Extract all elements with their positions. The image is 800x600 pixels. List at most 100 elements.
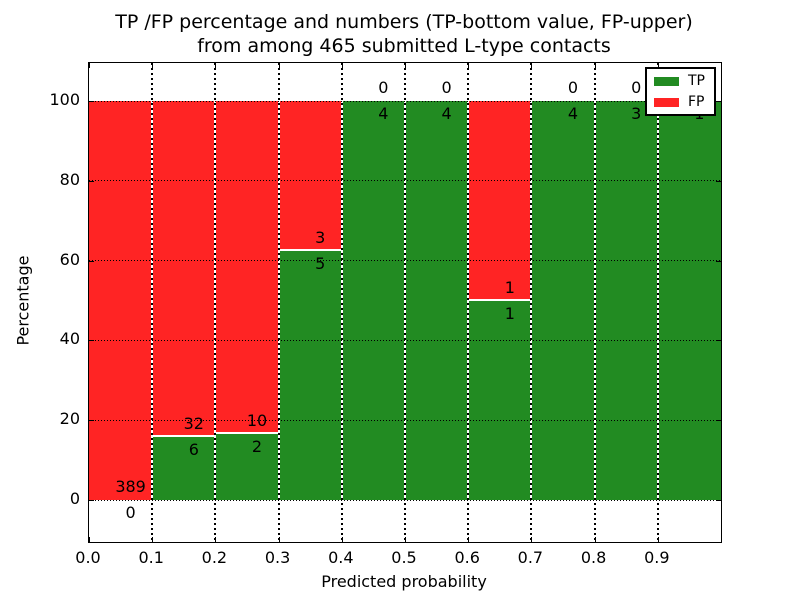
x-tick-label: 0.7 (517, 548, 544, 567)
x-tick-label: 0.4 (328, 548, 354, 567)
y-tick-mark (716, 180, 721, 182)
chart-title-line2: from among 465 submitted L-type contacts (197, 35, 611, 57)
tp-legend-swatch (654, 76, 679, 86)
tp-count-label: 5 (315, 253, 326, 273)
bar-stack-divider (152, 435, 216, 437)
bar-stack-divider (215, 431, 279, 434)
tp-bar-segment (278, 250, 342, 500)
x-tick-label: 0.1 (138, 548, 164, 567)
tp-bar-segment (531, 101, 595, 500)
x-tick-mark (657, 63, 659, 68)
legend-label: TP (688, 73, 705, 89)
x-tick-mark (152, 63, 154, 68)
x-tick-mark (594, 537, 596, 542)
y-tick-label: 60 (59, 249, 80, 269)
y-tick-mark (716, 340, 721, 342)
fp-count-label: 0 (441, 78, 452, 97)
x-tick-label: 0.6 (454, 548, 480, 567)
y-tick-mark (716, 500, 721, 501)
x-tick-mark (278, 63, 280, 68)
y-tick-label: 80 (59, 169, 80, 189)
x-tick-mark (531, 63, 533, 68)
y-axis-label: Percentage (13, 255, 33, 346)
x-tick-mark (215, 537, 217, 542)
vertical-gridline (656, 63, 659, 542)
x-tick-mark (278, 537, 280, 542)
horizontal-gridline (89, 180, 721, 182)
x-tick-mark (468, 63, 470, 68)
vertical-gridline (404, 63, 406, 542)
fp-count-label: 10 (246, 410, 268, 430)
chart-title-line1: TP /FP percentage and numbers (TP-bottom… (115, 11, 693, 33)
y-tick-label: 0 (69, 489, 80, 508)
bar-stack-divider (468, 298, 532, 301)
fp-bar-segment (152, 101, 216, 437)
vertical-gridline (530, 63, 533, 542)
fp-count-label: 0 (631, 78, 642, 97)
fp-count-label: 3 (315, 227, 326, 247)
x-tick-label: 0.5 (391, 548, 417, 567)
vertical-gridline (214, 63, 217, 542)
fp-bar-segment (278, 101, 342, 251)
y-tick-label: 40 (59, 329, 80, 349)
legend: TP FP (645, 67, 716, 116)
x-tick-mark (152, 537, 154, 542)
legend-label: FP (688, 94, 705, 110)
x-axis-label: Predicted probability (321, 572, 487, 591)
y-tick-mark (716, 260, 721, 262)
y-tick-mark (89, 260, 94, 262)
tp-count-label: 4 (567, 104, 579, 123)
tp-bar-segment (594, 101, 658, 500)
fp-bar-segment (215, 101, 279, 434)
x-tick-label: 0.3 (264, 548, 291, 567)
plot-area: 389032610235040411040301 (88, 62, 722, 543)
tp-bar-segment (341, 101, 405, 500)
tp-count-label: 4 (441, 104, 452, 123)
fp-count-label: 0 (378, 78, 389, 97)
x-tick-label: 0.9 (644, 548, 670, 567)
y-tick-mark (716, 101, 721, 102)
tp-bar-segment (152, 437, 216, 500)
tp-count-label: 4 (378, 104, 389, 123)
fp-bar-segment (468, 101, 532, 301)
horizontal-gridline (89, 419, 721, 421)
x-tick-label: 0.2 (201, 548, 228, 567)
x-tick-mark (215, 63, 217, 68)
x-tick-label: 0.0 (75, 548, 101, 567)
vertical-gridline (151, 63, 154, 542)
y-tick-mark (716, 420, 721, 422)
y-tick-mark (89, 101, 94, 102)
x-tick-mark (89, 63, 90, 68)
vertical-gridline (277, 63, 280, 542)
tp-bar-segment (468, 300, 532, 500)
fp-legend-swatch (654, 97, 679, 107)
vertical-gridline (593, 63, 596, 542)
y-tick-mark (89, 340, 94, 342)
fp-bar-segment (89, 101, 153, 500)
legend-item: FP (654, 95, 705, 109)
tp-bar-segment (657, 101, 721, 500)
vertical-gridline (467, 63, 470, 542)
tp-count-label: 2 (251, 436, 263, 456)
y-tick-mark (89, 180, 94, 182)
x-tick-mark (341, 63, 343, 68)
x-tick-mark (405, 63, 406, 68)
y-tick-label: 100 (49, 90, 80, 109)
bar-stack-divider (278, 248, 342, 251)
x-tick-mark (657, 537, 659, 542)
y-tick-mark (89, 420, 94, 422)
fp-count-label: 1 (504, 277, 515, 297)
horizontal-gridline (89, 499, 721, 501)
tp-count-label: 1 (504, 303, 515, 323)
x-tick-mark (405, 537, 406, 542)
fp-count-label: 389 (115, 477, 146, 496)
x-tick-mark (531, 537, 533, 542)
x-tick-mark (89, 537, 90, 542)
fp-count-label: 0 (567, 78, 579, 97)
x-tick-mark (341, 537, 343, 542)
tp-count-label: 0 (125, 503, 136, 522)
tp-count-label: 6 (188, 440, 199, 459)
y-tick-mark (89, 500, 94, 501)
horizontal-gridline (89, 339, 721, 341)
